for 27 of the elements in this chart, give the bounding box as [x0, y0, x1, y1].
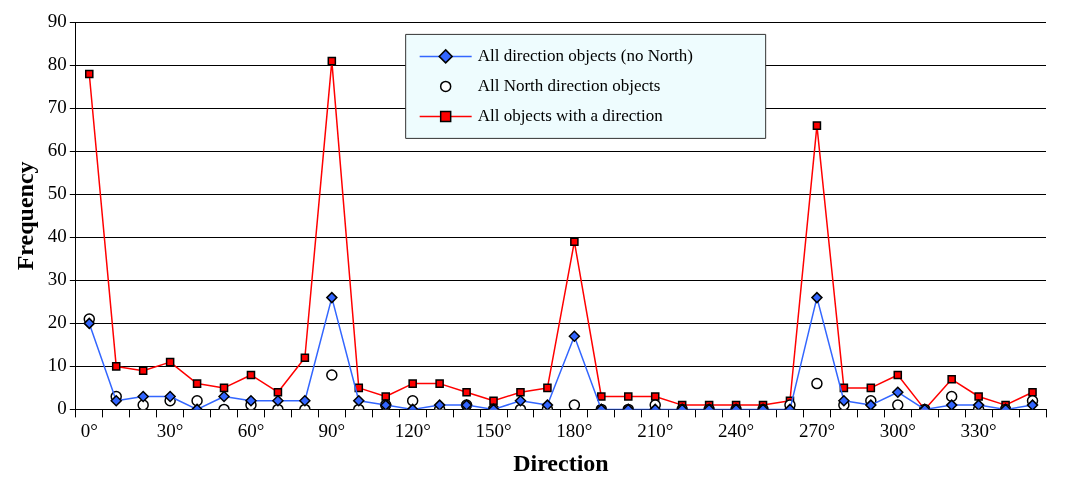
x-tick-label: 30°: [156, 419, 184, 441]
y-tick-label: 50: [47, 182, 67, 204]
legend-label: All objects with a direction: [477, 105, 664, 125]
x-axis-title: Direction: [513, 449, 609, 476]
x-tick-label: 180°: [556, 419, 593, 441]
y-tick-label: 30: [47, 268, 67, 290]
x-tick-label: 330°: [960, 419, 997, 441]
x-tick-label: 300°: [879, 419, 916, 441]
x-tick-label: 210°: [637, 419, 674, 441]
x-tick-label: 270°: [798, 419, 835, 441]
legend-label: All North direction objects: [477, 75, 661, 95]
y-tick-label: 40: [47, 225, 67, 247]
x-tick-label: 120°: [394, 419, 431, 441]
x-tick-label: 240°: [718, 419, 755, 441]
y-tick-label: 20: [47, 311, 67, 333]
x-tick-label: 60°: [237, 419, 265, 441]
y-tick-label: 0: [57, 397, 67, 419]
y-tick-label: 80: [47, 53, 67, 75]
legend-label: All direction objects (no North): [477, 45, 693, 65]
y-tick-label: 70: [47, 96, 67, 118]
x-tick-label: 150°: [475, 419, 512, 441]
y-tick-label: 90: [47, 10, 67, 32]
x-tick-label: 90°: [318, 419, 346, 441]
y-axis-title: Frequency: [11, 161, 38, 271]
y-tick-label: 10: [47, 354, 67, 376]
y-tick-label: 60: [47, 139, 67, 161]
x-tick-label: 0°: [80, 419, 98, 441]
